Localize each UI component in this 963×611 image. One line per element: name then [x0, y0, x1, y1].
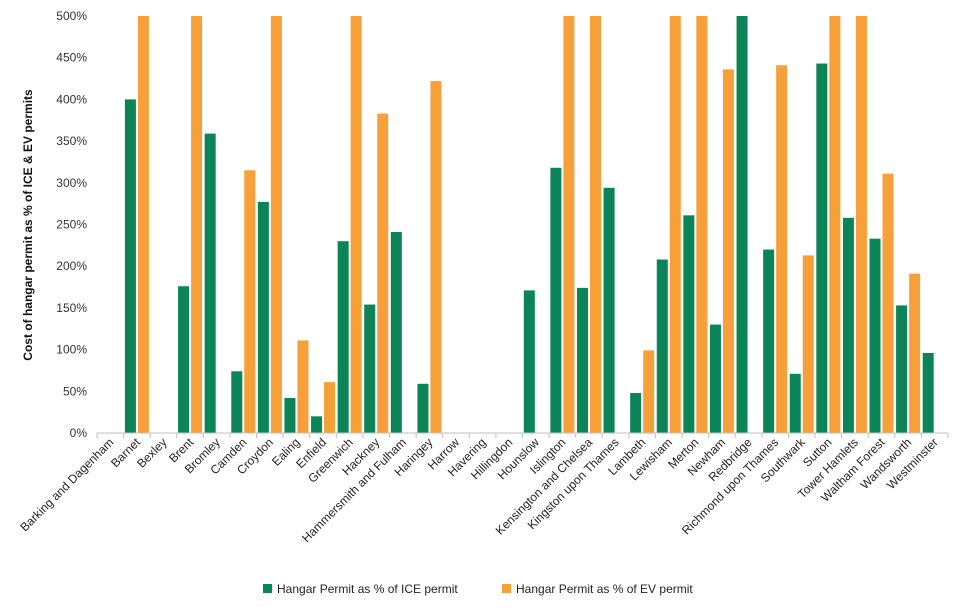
- bar-ice: [390, 232, 402, 433]
- bar-ev: [430, 81, 442, 434]
- bar-ice: [178, 286, 190, 433]
- legend-swatch-ev: [502, 584, 511, 593]
- y-tick-label: 450%: [56, 51, 87, 65]
- bar-ice: [842, 217, 854, 433]
- bar-ev: [776, 65, 788, 434]
- bar-ev: [882, 173, 894, 433]
- bar-ice: [789, 373, 801, 433]
- bar-ice: [257, 201, 269, 433]
- x-category-label: Bexley: [134, 435, 169, 470]
- bar-ice: [683, 215, 695, 433]
- bar-ev: [270, 16, 282, 433]
- bar-ice: [417, 383, 429, 433]
- bar-ev: [669, 16, 681, 433]
- bar-ev: [802, 255, 814, 433]
- bar-ev: [563, 16, 575, 433]
- bar-ev: [855, 16, 867, 433]
- legend-label-ev: Hangar Permit as % of EV permit: [516, 582, 693, 596]
- bar-ev: [244, 170, 256, 434]
- bar-ice: [603, 187, 615, 433]
- bar-ev: [350, 16, 362, 433]
- bar-ice: [204, 133, 216, 433]
- x-axis-category-labels: Barking and DagenhamBarnetBexleyBrentBro…: [17, 435, 940, 546]
- bar-ice: [656, 259, 668, 433]
- bar-ice: [364, 304, 376, 433]
- y-axis-title: Cost of hangar permit as % of ICE & EV p…: [21, 89, 35, 361]
- legend-swatch-ice: [263, 584, 272, 593]
- y-tick-label: 0%: [70, 426, 88, 440]
- bar-ice: [869, 238, 881, 433]
- y-tick-label: 500%: [56, 9, 87, 23]
- bar-ev: [722, 69, 734, 433]
- bar-ice: [709, 324, 721, 433]
- bar-ice: [763, 249, 775, 433]
- bar-ev: [696, 16, 708, 433]
- x-category-label: Barking and Dagenham: [17, 435, 116, 534]
- y-tick-label: 300%: [56, 176, 87, 190]
- y-axis-label: Cost of hangar permit as % of ICE & EV p…: [21, 89, 35, 361]
- y-tick-label: 350%: [56, 134, 87, 148]
- bar-ev: [297, 340, 309, 433]
- legend: Hangar Permit as % of ICE permit Hangar …: [263, 582, 693, 596]
- bars: [124, 16, 934, 434]
- y-tick-label: 400%: [56, 92, 87, 106]
- bar-ev: [589, 16, 601, 433]
- legend-label-ice: Hangar Permit as % of ICE permit: [277, 582, 458, 596]
- y-tick-label: 50%: [63, 384, 87, 398]
- bar-ice: [816, 63, 828, 433]
- bar-ev: [377, 113, 389, 433]
- bar-ice: [922, 352, 934, 433]
- bar-ev: [324, 382, 336, 433]
- bar-ev: [191, 16, 203, 433]
- bar-ice: [896, 305, 908, 433]
- bar-ice: [284, 397, 296, 433]
- bar-ev: [909, 273, 921, 433]
- y-tick-label: 100%: [56, 343, 87, 357]
- bar-ice: [311, 416, 323, 433]
- bar-ice: [523, 290, 535, 433]
- x-axis-tick-marks: [96, 433, 949, 438]
- bar-ice: [231, 371, 243, 433]
- bar-ice: [576, 287, 588, 433]
- bar-ice: [550, 167, 562, 434]
- bar-ev: [643, 350, 655, 433]
- bar-ev: [829, 16, 841, 433]
- y-tick-label: 150%: [56, 301, 87, 315]
- bar-ev: [137, 16, 149, 433]
- y-tick-label: 250%: [56, 218, 87, 232]
- bar-ice: [337, 241, 349, 433]
- bar-ice: [736, 16, 748, 433]
- y-tick-label: 200%: [56, 259, 87, 273]
- y-axis-ticks: 0% 50% 100% 150% 200% 250% 300% 350% 400% 450% 500…: [56, 9, 87, 440]
- bar-ice: [630, 392, 642, 433]
- bar-ice: [124, 99, 136, 434]
